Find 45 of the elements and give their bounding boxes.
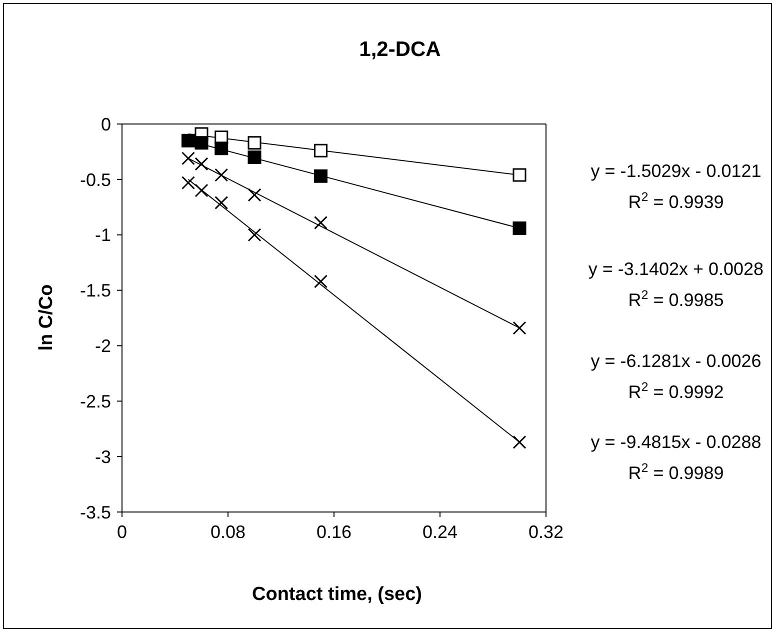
point	[194, 157, 208, 171]
text: R$^{2}$ = 0.9985	[628, 288, 724, 310]
x-tick-label: 0.08	[210, 522, 246, 542]
text: R$^{2}$ = 0.9992	[628, 380, 724, 402]
text: y = -3.1402x + 0.0028	[588, 259, 764, 279]
point	[512, 321, 526, 335]
point	[214, 168, 228, 182]
point	[314, 216, 328, 230]
y-tick-label: -3.5	[80, 502, 111, 522]
text: y = -6.1281x - 0.0026	[590, 351, 762, 371]
text: y = -9.4815x - 0.0288	[590, 432, 762, 452]
point	[314, 274, 328, 288]
y-axis-title: ln C/Co	[36, 284, 57, 351]
point	[512, 168, 526, 182]
x-tick-label: 0.24	[422, 522, 458, 542]
y-tick-label: -2.5	[80, 392, 111, 412]
chart-title: 1,2-DCA	[359, 38, 441, 61]
point	[512, 221, 526, 235]
y-tick-label: -3	[94, 446, 111, 467]
point	[194, 184, 208, 198]
point	[182, 152, 195, 166]
text: y = -1.5029x - 0.0121	[590, 161, 762, 181]
point	[314, 144, 328, 158]
point	[248, 228, 262, 242]
point	[248, 188, 262, 202]
point	[182, 134, 195, 148]
point	[248, 136, 262, 150]
x-tick-label: 0.16	[316, 522, 352, 542]
text: R$^{2}$ = 0.9939	[628, 190, 724, 212]
y-tick-label: -1.5	[80, 280, 111, 301]
y-tick-label: -0.5	[80, 170, 111, 190]
point	[512, 435, 526, 449]
point	[182, 176, 195, 190]
x-axis-title: Contact time, (sec)	[252, 584, 422, 605]
y-tick-label: 0	[100, 114, 111, 134]
x-tick-label: 0.32	[528, 522, 564, 542]
y-tick-label: -2	[94, 336, 111, 356]
y-tick-label: -1	[94, 225, 111, 246]
point	[194, 136, 208, 150]
point	[214, 142, 228, 156]
text: R$^{2}$ = 0.9989	[628, 461, 724, 483]
x-tick-label: 0	[116, 522, 128, 542]
point	[248, 150, 262, 164]
point	[314, 169, 328, 183]
point	[214, 196, 228, 210]
